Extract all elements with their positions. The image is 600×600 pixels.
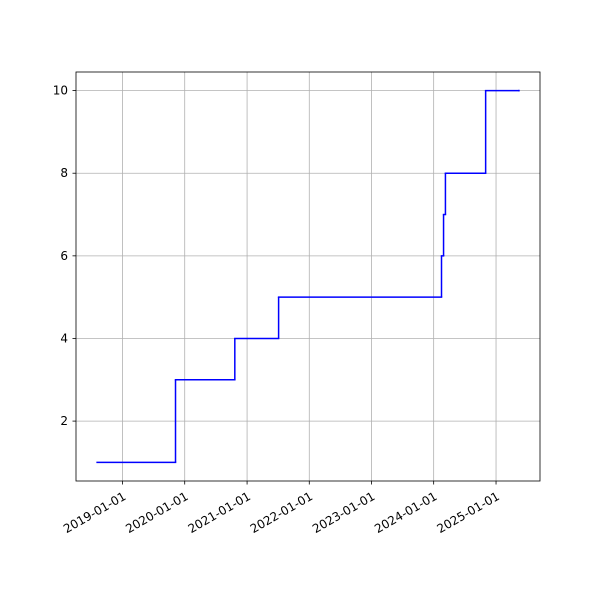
axes-frame [75,71,541,482]
y-tick-label: 10 [53,84,68,98]
y-tick-label: 8 [60,166,68,180]
y-tick-label: 2 [60,414,68,428]
plot [96,89,520,464]
grid [72,72,540,485]
y-tick-label: 6 [60,249,68,263]
y-tick-label: 4 [60,331,68,345]
